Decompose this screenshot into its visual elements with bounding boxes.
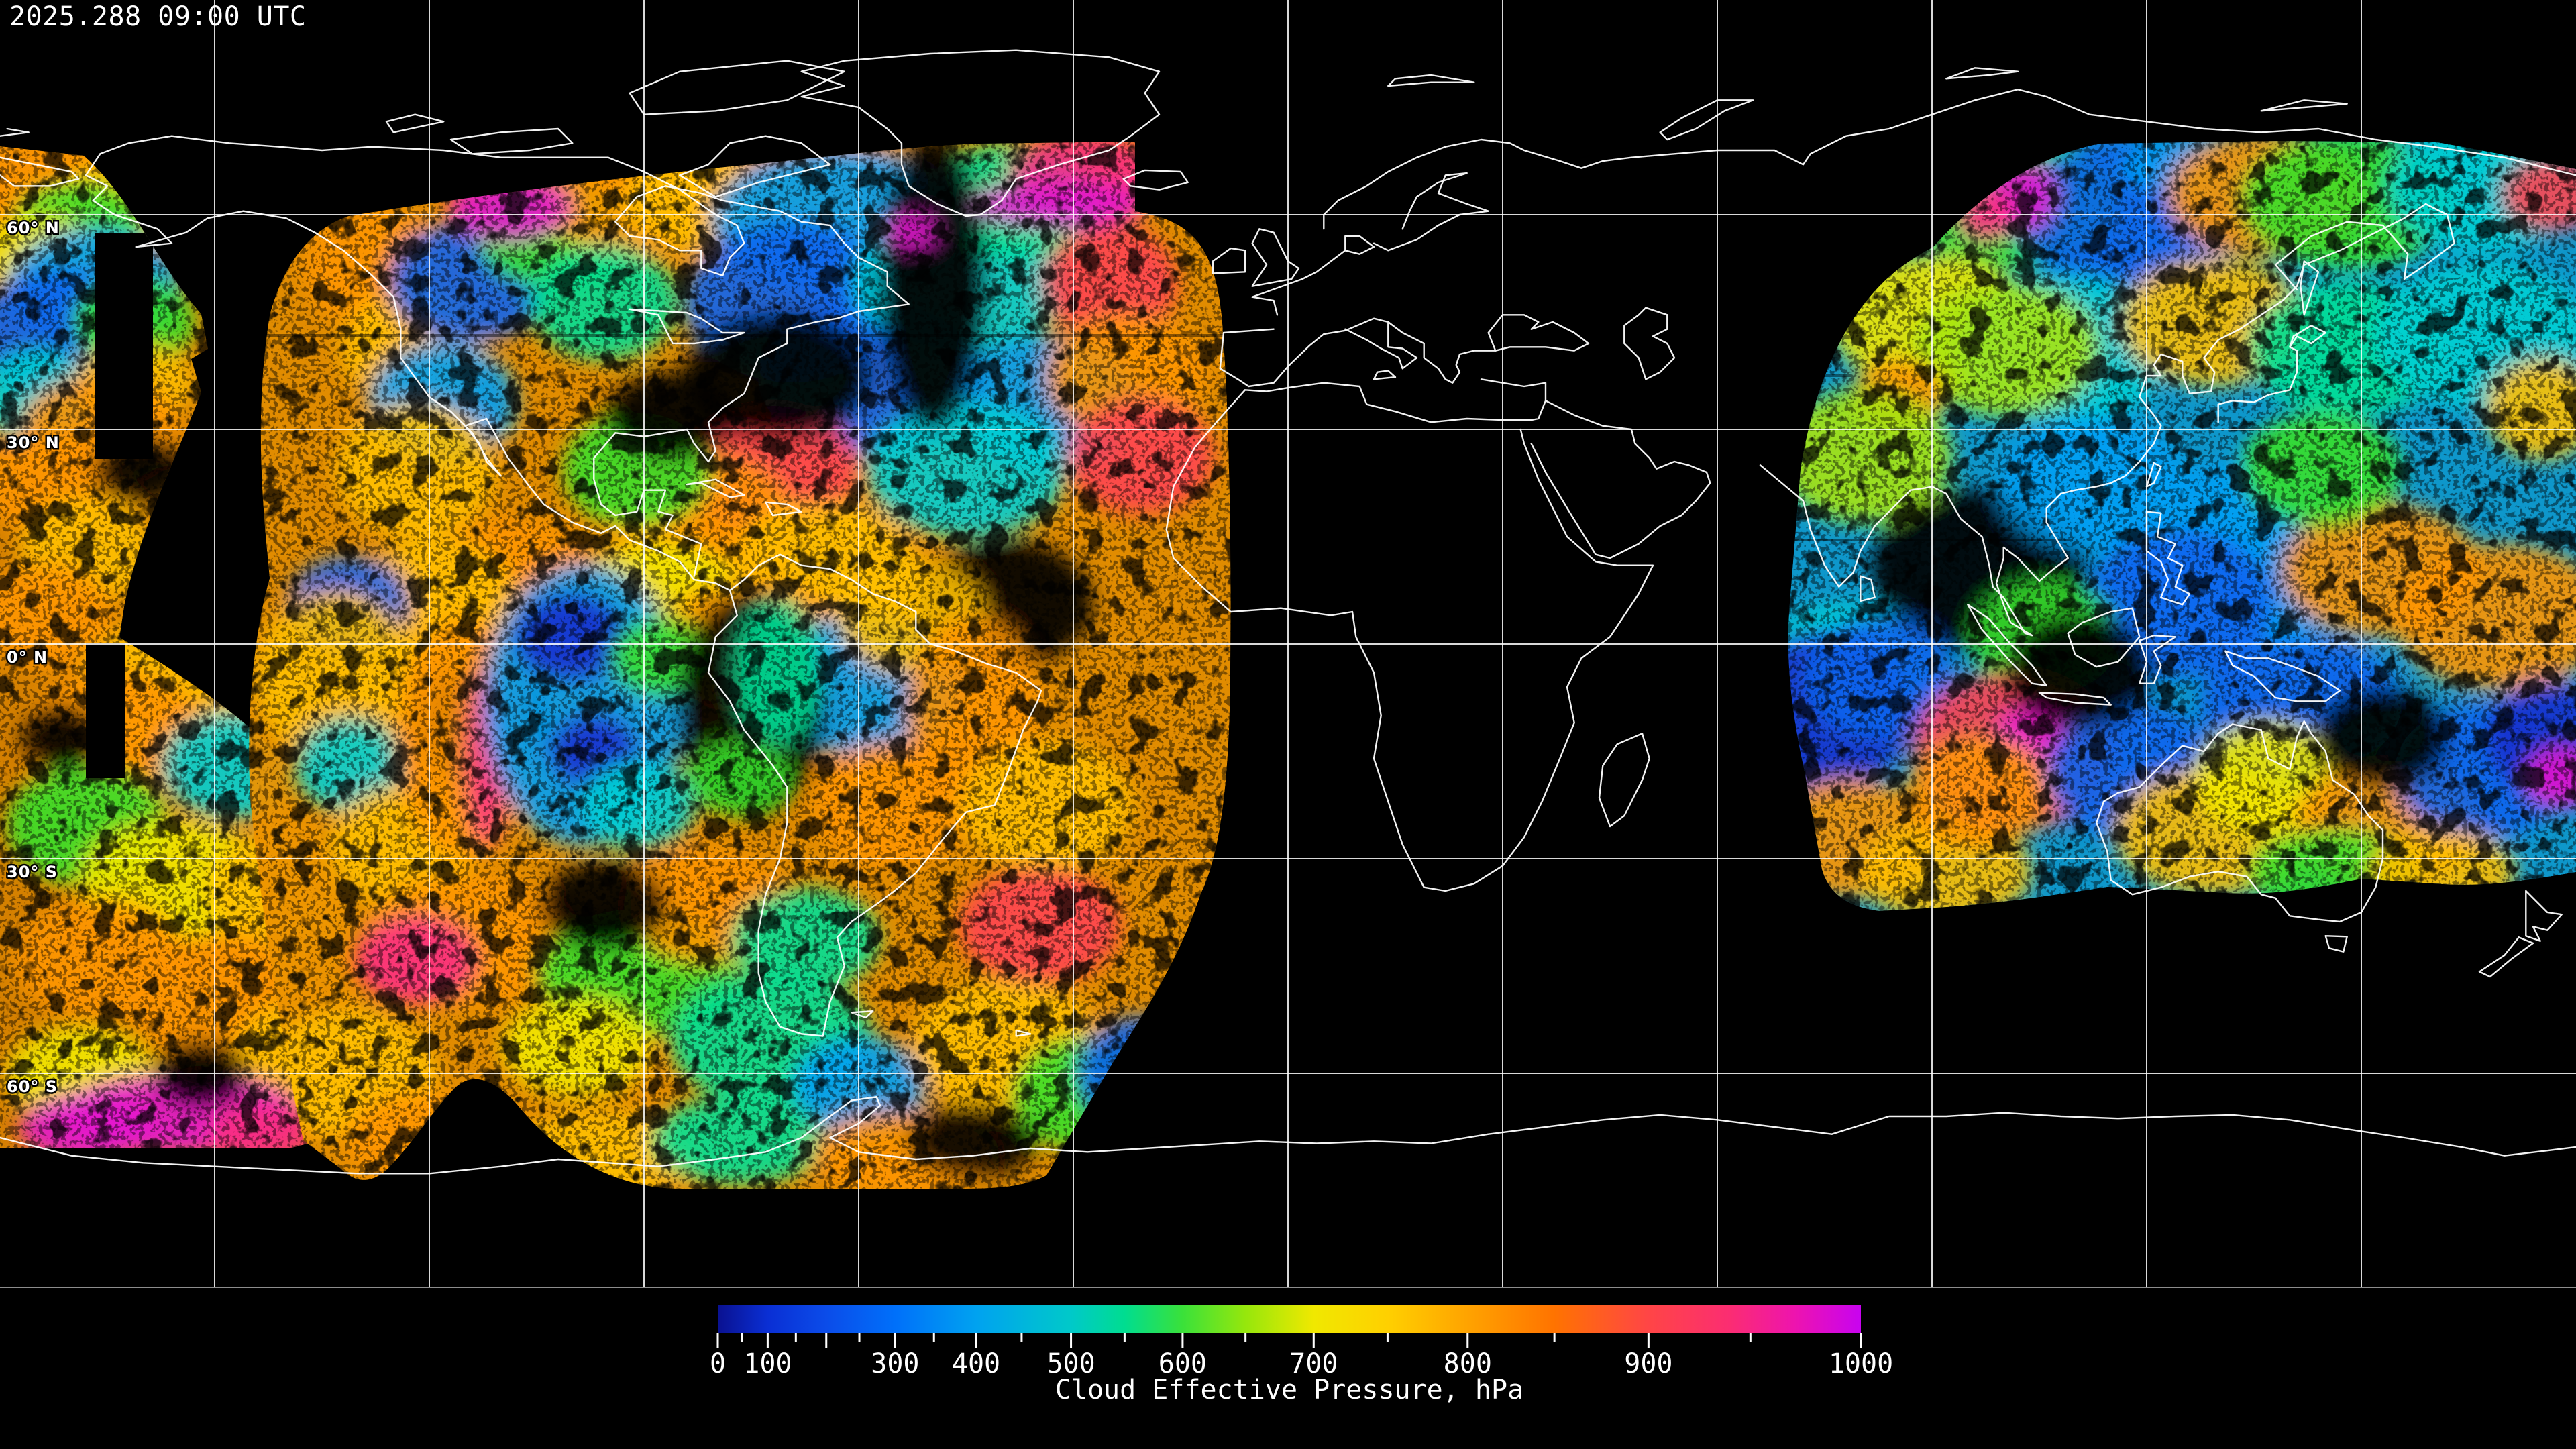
colorbar-tick-label: 0 [710, 1348, 726, 1379]
coastline-layer [0, 49, 2576, 1175]
lat-label-30s: 30° S [7, 863, 58, 881]
lat-label-30n: 30° N [7, 433, 60, 452]
lat-label-60n: 60° N [7, 219, 60, 237]
latitude-labels: 60° N 30° N 0° N 30° S 60° S [5, 217, 61, 1098]
timestamp-label: 2025.288 09:00 UTC [9, 1, 306, 32]
swath-east [1788, 141, 2576, 911]
colorbar-tick-label: 300 [871, 1348, 919, 1379]
colorbar: 0 100 300 400 500 600 700 800 900 1000 Cloud Effe… [710, 1305, 1893, 1405]
colorbar-tick-label: 500 [1046, 1348, 1095, 1379]
graticule-layer [0, 0, 2576, 1288]
swath-central-speckle-fine [249, 142, 1231, 1189]
swath-east-speckle-fine [1788, 141, 2576, 911]
colorbar-tick-label: 1000 [1829, 1348, 1893, 1379]
colorbar-tick-label: 400 [952, 1348, 1000, 1379]
colorbar-tick-label: 800 [1444, 1348, 1492, 1379]
lat-label-0n: 0° N [7, 648, 48, 667]
colorbar-tick-labels: 0 100 300 400 500 600 700 800 900 1000 [710, 1348, 1893, 1379]
granule-gap [95, 233, 153, 459]
lat-label-60s: 60° S [7, 1077, 58, 1096]
satellite-swath-layer [0, 141, 2576, 1189]
swath-central [249, 142, 1231, 1189]
colorbar-title: Cloud Effective Pressure, hPa [1055, 1375, 1523, 1405]
coastlines-path [0, 49, 2576, 1175]
colorbar-tick-label: 100 [743, 1348, 792, 1379]
colorbar-tick-label: 700 [1289, 1348, 1338, 1379]
granule-gap [86, 643, 125, 778]
colorbar-tick-label: 900 [1624, 1348, 1672, 1379]
colorbar-gradient-bar [718, 1305, 1861, 1333]
colorbar-tick-label: 600 [1159, 1348, 1207, 1379]
colorbar-ticks [716, 1333, 1862, 1348]
